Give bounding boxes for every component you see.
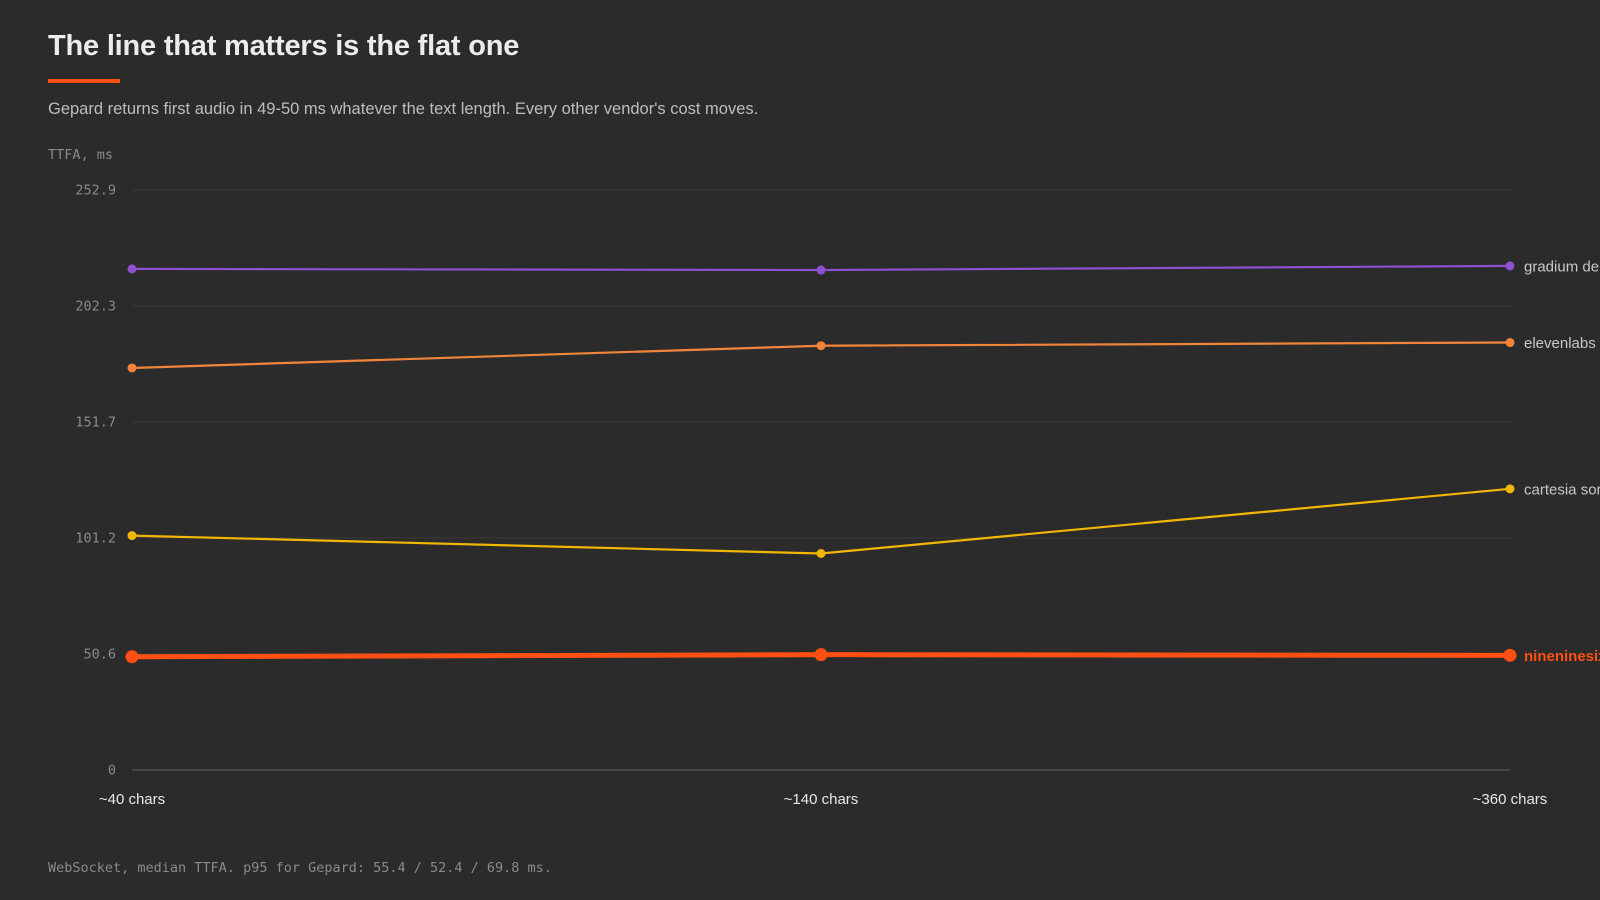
series-label-cartesia-sor: cartesia sor [1524, 481, 1600, 498]
data-point-elevenlabs [816, 341, 826, 351]
y-tick-label: 101.2 [75, 530, 116, 546]
data-point-elevenlabs [1505, 338, 1515, 348]
data-point-gradium-de [1505, 261, 1515, 271]
x-tick-label: ~40 chars [99, 791, 165, 808]
y-tick-label: 0 [108, 763, 116, 779]
x-tick-label: ~140 chars [784, 791, 859, 808]
y-tick-label: 202.3 [75, 299, 116, 315]
data-point-gradium-de [816, 265, 826, 275]
data-point-elevenlabs [127, 363, 137, 373]
data-point-gradium-de [127, 264, 137, 274]
data-point-nineninesix [125, 650, 139, 664]
footnote: WebSocket, median TTFA. p95 for Gepard: … [48, 860, 552, 876]
y-tick-labels: 0 50.6 101.2 151.7 202.3 252.9 [75, 183, 116, 779]
x-tick-label: ~360 chars [1473, 791, 1548, 808]
series-line-cartesia-sor [130, 487, 1512, 555]
data-point-nineninesix [814, 648, 828, 662]
series-label-elevenlabs: elevenlabs [1524, 335, 1596, 352]
series-lines [125, 261, 1517, 664]
data-point-cartesia-sor [1505, 484, 1515, 494]
title-accent-rule [48, 79, 120, 83]
chart-subtitle: Gepard returns first audio in 49-50 ms w… [48, 100, 759, 118]
data-point-cartesia-sor [816, 549, 826, 559]
data-point-nineninesix [1503, 648, 1517, 662]
y-tick-label: 50.6 [83, 646, 116, 662]
data-point-cartesia-sor [127, 531, 137, 541]
y-tick-label: 151.7 [75, 415, 116, 431]
series-label-nineninesix: nineninesix [1524, 648, 1600, 665]
series-end-labels: gradium de elevenlabs cartesia sor ninenine… [1524, 258, 1600, 664]
x-tick-labels: ~40 chars ~140 chars ~360 chars [99, 791, 1547, 808]
chart-title: The line that matters is the flat one [48, 30, 520, 62]
y-tick-label: 252.9 [75, 183, 116, 199]
y-axis-label: TTFA, ms [48, 147, 113, 163]
gridlines [132, 189, 1510, 771]
series-label-gradium-de: gradium de [1524, 258, 1599, 275]
